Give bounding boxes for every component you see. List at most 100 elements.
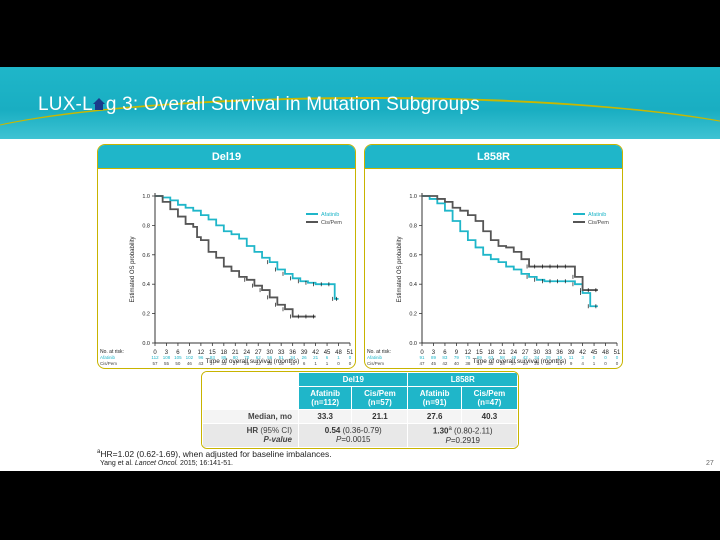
risk-value: 51 bbox=[279, 355, 285, 360]
table-row-median: Median, mo 33.3 21.1 27.6 40.3 bbox=[202, 409, 518, 424]
arm-col-4: Cis/Pem (n=47) bbox=[460, 386, 518, 410]
x-tick-label: 15 bbox=[476, 350, 483, 356]
risk-value: 91 bbox=[419, 355, 425, 360]
y-tick-label: 0.4 bbox=[409, 282, 417, 288]
x-tick-label: 0 bbox=[153, 350, 157, 356]
y-tick-label: 0.6 bbox=[142, 253, 150, 259]
hr-ci-label: (95% CI) bbox=[258, 426, 292, 436]
risk-value: 14 bbox=[557, 361, 563, 366]
hr-value-l858r: 1.30 bbox=[432, 426, 449, 436]
arm-name: Cis/Pem bbox=[364, 389, 396, 398]
risk-value: 28 bbox=[500, 361, 506, 366]
slide: LUX-L g 3: Overall Survival in Mutation S… bbox=[0, 67, 720, 471]
x-tick-label: 12 bbox=[465, 350, 472, 356]
risk-value: 0 bbox=[593, 355, 596, 360]
panel-title-del19: Del19 bbox=[98, 145, 355, 169]
risk-value: 22 bbox=[256, 361, 262, 366]
km-chart-l858r: 0.00.20.40.60.81.00 3 6 9 12 15 18 21 24 27 30 33 36… bbox=[367, 193, 621, 366]
title-prefix: LUX-L bbox=[38, 94, 93, 115]
table-corner bbox=[202, 372, 299, 387]
risk-value: 1 bbox=[593, 361, 596, 366]
x-tick-label: 21 bbox=[499, 350, 506, 356]
risk-value: 56 bbox=[267, 355, 273, 360]
arm-n: (n=91) bbox=[422, 398, 447, 407]
risk-value: 49 bbox=[511, 355, 517, 360]
risk-value: 105 bbox=[174, 355, 182, 360]
risk-value: 25 bbox=[523, 361, 529, 366]
x-tick-label: 42 bbox=[312, 350, 319, 356]
header-wave-accent bbox=[0, 97, 720, 177]
series-line-afatinib bbox=[422, 195, 598, 308]
risk-value: 37 bbox=[210, 361, 216, 366]
risk-value: 63 bbox=[488, 355, 494, 360]
risk-value: 0 bbox=[616, 355, 619, 360]
x-tick-label: 33 bbox=[278, 350, 285, 356]
risk-value: 18 bbox=[546, 361, 552, 366]
risk-row-name: Cis/Pem bbox=[100, 361, 117, 366]
x-tick-label: 15 bbox=[209, 350, 216, 356]
risk-row-name: Cis/Pem bbox=[367, 361, 384, 366]
ref-journal: Lancet Oncol. bbox=[134, 460, 179, 467]
series-line-cispem bbox=[422, 195, 598, 291]
risk-value: 0 bbox=[604, 355, 607, 360]
risk-value: 45 bbox=[431, 361, 437, 366]
risk-value: 26 bbox=[302, 355, 308, 360]
risk-value: 9 bbox=[570, 361, 573, 366]
p-value-del19: =0.0015 bbox=[341, 435, 371, 445]
legend-label: Cis/Pem bbox=[321, 220, 342, 226]
y-tick-label: 0.2 bbox=[142, 312, 150, 318]
x-tick-label: 39 bbox=[301, 350, 308, 356]
x-tick-label: 0 bbox=[420, 350, 424, 356]
risk-table-label: No. at risk: bbox=[100, 349, 124, 355]
y-tick-label: 0.2 bbox=[409, 312, 417, 318]
p-symbol-l858r: P bbox=[445, 435, 451, 445]
page-number: 27 bbox=[706, 460, 714, 467]
risk-value: 40 bbox=[454, 361, 460, 366]
risk-value: 57 bbox=[152, 361, 158, 366]
risk-table-label: No. at risk: bbox=[367, 349, 391, 355]
risk-value: 108 bbox=[163, 355, 171, 360]
x-tick-label: 12 bbox=[198, 350, 205, 356]
hr-ci-del19: (0.36-0.79) bbox=[340, 426, 382, 436]
group-l858r: L858R bbox=[407, 372, 518, 387]
risk-value: 80 bbox=[233, 355, 239, 360]
panel-title-l858r: L858R bbox=[365, 145, 622, 169]
x-tick-label: 9 bbox=[455, 350, 459, 356]
risk-value: 3 bbox=[581, 355, 584, 360]
risk-value: 70 bbox=[244, 355, 250, 360]
risk-value: 30 bbox=[488, 361, 494, 366]
hr-del19-cell: 0.54 (0.36-0.79) P=0.0015 bbox=[297, 423, 409, 448]
risk-value: 83 bbox=[442, 355, 448, 360]
arm-col-3: Afatinib (n=91) bbox=[407, 386, 462, 410]
arm-name: Afatinib bbox=[310, 389, 341, 398]
risk-value: 58 bbox=[500, 355, 506, 360]
table-arm-row: Afatinib (n=112) Cis/Pem (n=57) Afatinib (n… bbox=[202, 386, 518, 410]
median-value: 21.1 bbox=[351, 409, 409, 424]
risk-value: 46 bbox=[187, 361, 193, 366]
results-table: Del19 L858R Afatinib (n=112) Cis/Pem (n=57… bbox=[201, 371, 519, 449]
x-tick-label: 48 bbox=[602, 350, 609, 356]
hr-label: HR bbox=[246, 426, 259, 436]
median-value: 40.3 bbox=[460, 409, 518, 424]
risk-value: 11 bbox=[569, 355, 574, 360]
risk-value: 27 bbox=[511, 361, 517, 366]
home-icon[interactable] bbox=[92, 98, 106, 111]
reference: Yang et al. Lancet Oncol. 2015; 16:141-5… bbox=[100, 460, 233, 467]
risk-value: 20 bbox=[267, 361, 273, 366]
risk-value: 0 bbox=[604, 361, 607, 366]
footnote-marker: a bbox=[97, 449, 101, 456]
risk-value: 75 bbox=[465, 355, 471, 360]
p-label: P-value bbox=[263, 435, 292, 445]
risk-value: 4 bbox=[581, 361, 584, 366]
hr-value-del19: 0.54 bbox=[324, 426, 341, 436]
risk-value: 96 bbox=[198, 355, 204, 360]
x-tick-label: 42 bbox=[579, 350, 586, 356]
risk-value: 42 bbox=[442, 361, 448, 366]
risk-value: 25 bbox=[244, 361, 250, 366]
risk-value: 1 bbox=[326, 361, 329, 366]
y-tick-label: 0.4 bbox=[142, 282, 150, 288]
table-corner-2 bbox=[202, 386, 299, 410]
series-line-cispem bbox=[155, 195, 316, 318]
x-tick-label: 27 bbox=[255, 350, 262, 356]
arm-n: (n=112) bbox=[311, 398, 340, 407]
